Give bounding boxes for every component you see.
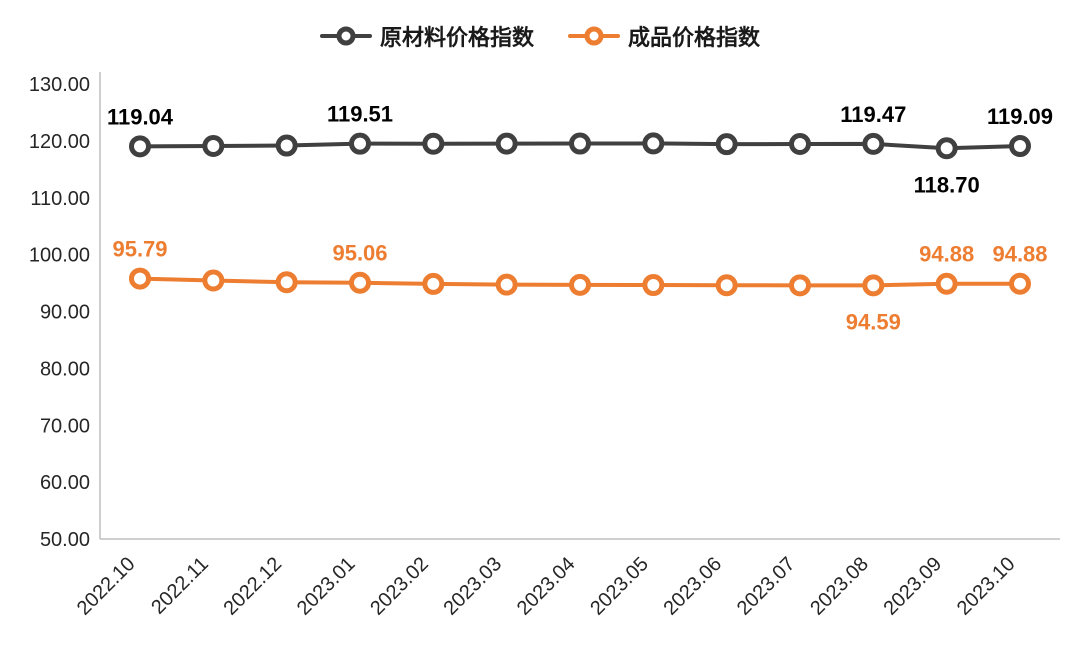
line-marker-icon [568,26,620,46]
data-label: 119.51 [327,102,393,127]
line-marker-icon [319,26,372,46]
data-label: 94.59 [846,309,901,334]
x-tick-label: 2023.02 [366,553,433,620]
data-label: 118.70 [914,172,980,197]
x-tick-label: 2022.11 [147,553,213,619]
data-point-marker [642,274,665,297]
y-tick-label: 110.00 [30,188,90,210]
legend-item-finished-goods-index: 成品价格指数 [568,20,760,52]
data-point-marker [715,274,738,297]
legend-ring-icon [584,26,604,46]
data-point-marker [569,132,591,155]
data-point-marker [495,132,518,155]
data-label: 95.06 [332,241,387,266]
y-tick-label: 80.00 [40,358,90,380]
data-label: 94.88 [992,242,1047,267]
data-point-marker [862,132,885,155]
x-tick-label: 2023.03 [440,553,507,620]
data-point-marker [422,272,445,295]
x-tick-label: 2023.07 [733,553,800,620]
data-point-marker [642,132,665,155]
x-tick-label: 2023.08 [806,553,873,620]
data-point-marker [202,134,225,157]
y-tick-label: 120.00 [29,131,90,153]
y-tick-label: 70.00 [40,415,90,437]
x-tick-label: 2022.12 [220,553,287,620]
data-point-marker [862,274,885,297]
legend-item-raw-materials-index: 原材料价格指数 [319,20,534,52]
data-point-marker [789,274,811,297]
y-tick-label: 130.00 [29,74,90,96]
data-point-marker [129,267,151,290]
data-point-marker [1009,272,1031,295]
data-point-marker [495,273,518,296]
data-point-marker [935,137,958,160]
data-label: 94.88 [919,242,974,267]
data-point-marker [349,132,371,155]
data-point-marker [202,269,225,292]
data-point-marker [275,271,298,294]
data-label: 119.09 [987,104,1053,129]
y-tick-label: 60.00 [40,472,90,494]
x-tick-label: 2023.10 [953,553,1020,620]
y-tick-label: 100.00 [29,245,90,267]
data-point-marker [1009,135,1031,158]
data-point-marker [349,271,371,294]
line-chart: 50.00 60.00 70.00 80.00 90.00 100.00 110.00 120… [29,72,1060,620]
data-point-marker [935,272,958,295]
y-tick-label: 50.00 [40,529,90,551]
data-label: 119.47 [840,102,906,127]
data-point-marker [789,133,811,156]
data-point-marker [129,135,151,158]
y-tick-label: 90.00 [40,302,90,324]
x-tick-label: 2022.10 [73,553,140,620]
legend-label: 原材料价格指数 [379,25,534,50]
legend-label: 成品价格指数 [628,25,761,50]
data-point-marker [569,273,591,296]
chart-legend: 原材料价格指数 成品价格指数 [0,0,1080,64]
x-tick-label: 2023.05 [586,553,653,620]
data-point-marker [275,134,298,157]
x-tick-label: 2023.09 [880,553,947,620]
x-tick-label: 2023.06 [660,553,727,620]
legend-ring-icon [336,26,356,46]
data-point-marker [422,132,445,155]
data-label: 119.04 [107,104,174,129]
x-tick-label: 2023.01 [293,553,360,620]
data-point-marker [715,133,738,156]
data-label: 95.79 [112,237,167,262]
x-tick-label: 2023.04 [513,553,580,620]
